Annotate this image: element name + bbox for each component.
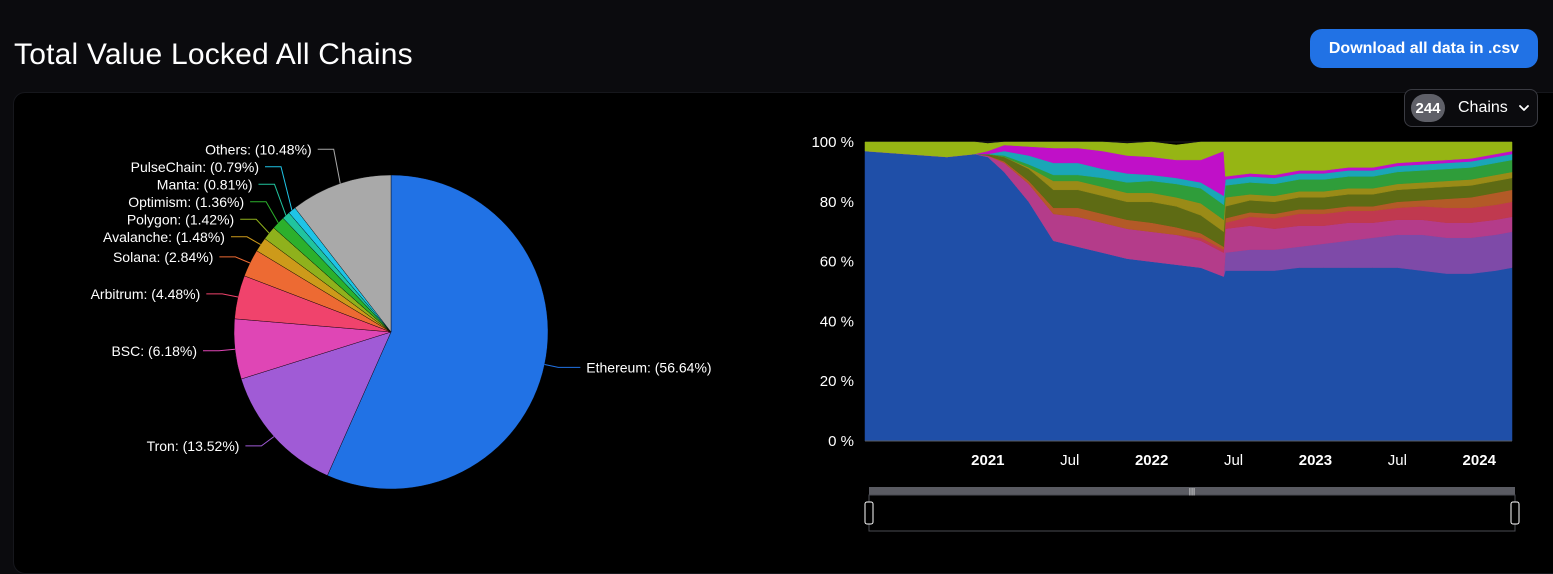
pie-label-line-ethereum	[544, 364, 581, 368]
x-tick-label: 2022	[1135, 452, 1168, 469]
data-zoom-slider[interactable]: |||	[864, 487, 1520, 532]
x-tick-label: 2023	[1299, 452, 1332, 469]
pie-label-others: Others: (10.48%)	[205, 141, 312, 157]
area-series-10[interactable]	[864, 141, 1513, 177]
pie-label-line-avalanche	[231, 236, 261, 246]
x-tick-label: 2024	[1463, 452, 1497, 469]
pie-label-avalanche: Avalanche: (1.48%)	[103, 229, 225, 245]
y-tick-label: 0 %	[828, 433, 854, 450]
x-tick-label: 2021	[971, 452, 1004, 469]
pie-label-line-manta	[258, 183, 287, 216]
pie-label-arbitrum: Arbitrum: (4.48%)	[91, 286, 201, 302]
download-csv-button[interactable]: Download all data in .csv	[1310, 29, 1538, 68]
pie-label-line-solana	[219, 256, 251, 264]
pie-label-solana: Solana: (2.84%)	[113, 249, 213, 265]
pie-label-line-optimism	[250, 201, 279, 224]
pie-chart: Ethereum: (56.64%) Others: (10.48%) PulseC…	[91, 141, 712, 490]
pie-slice-others[interactable]	[294, 174, 392, 333]
pie-label-line-polygon	[240, 218, 270, 234]
pie-label-line-others	[317, 148, 341, 184]
stacked-area-chart: 0 %20 %40 %60 %80 %100 %DeFiLlama2021Jul…	[811, 134, 1520, 532]
zoom-grip-icon[interactable]: |||	[1189, 487, 1195, 496]
chains-select[interactable]: 244 Chains	[1404, 89, 1538, 127]
x-tick-label: Jul	[1224, 452, 1243, 469]
y-tick-label: 100 %	[811, 134, 854, 151]
y-tick-label: 80 %	[820, 194, 854, 211]
pie-label-line-bsc	[203, 348, 235, 352]
zoom-handle-right[interactable]	[1510, 501, 1520, 525]
pie-label-polygon: Polygon: (1.42%)	[127, 211, 234, 227]
pie-label-line-tron	[245, 436, 275, 447]
y-tick-label: 40 %	[820, 313, 854, 330]
y-tick-label: 60 %	[820, 254, 854, 271]
chains-select-label: Chains	[1458, 99, 1508, 116]
chain-count-badge: 244	[1411, 94, 1445, 122]
zoom-window[interactable]	[868, 494, 1516, 532]
zoom-track-bar[interactable]	[869, 487, 1515, 495]
pie-label-line-arbitrum	[206, 293, 239, 298]
pie-slice-tron[interactable]	[240, 331, 392, 476]
pie-label-optimism: Optimism: (1.36%)	[128, 194, 244, 210]
chevron-down-icon	[1518, 102, 1530, 114]
pie-label-tron: Tron: (13.52%)	[147, 438, 240, 454]
x-tick-label: Jul	[1060, 452, 1079, 469]
pie-label-ethereum: Ethereum: (56.64%)	[586, 359, 711, 375]
pie-label-manta: Manta: (0.81%)	[157, 176, 253, 192]
pie-label-pulsechain: PulseChain: (0.79%)	[131, 159, 259, 175]
pie-label-bsc: BSC: (6.18%)	[111, 343, 197, 359]
y-tick-label: 20 %	[820, 373, 854, 390]
x-tick-label: Jul	[1388, 452, 1407, 469]
pie-label-line-pulsechain	[265, 166, 293, 211]
zoom-handle-left[interactable]	[864, 501, 874, 525]
page-title: Total Value Locked All Chains	[14, 38, 413, 71]
